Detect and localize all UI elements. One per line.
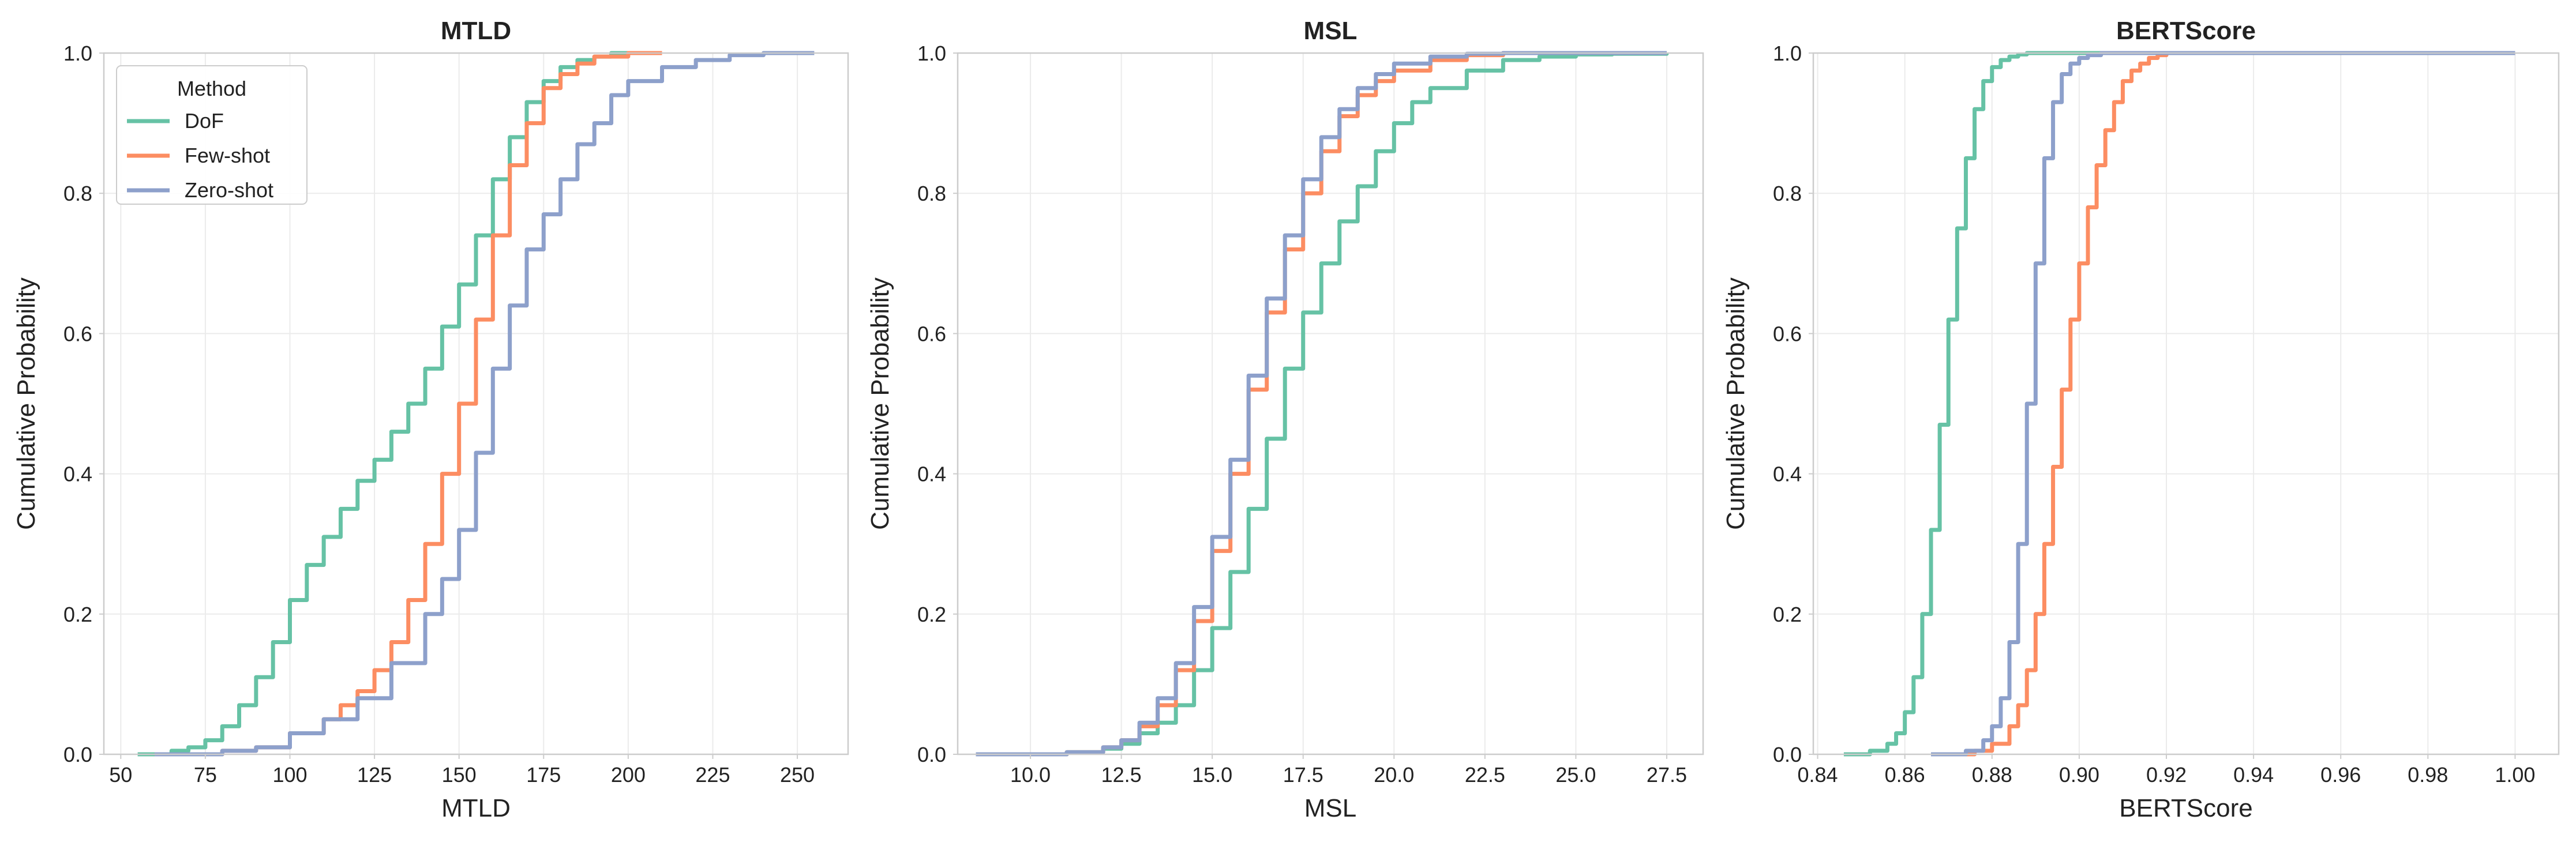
y-tick-label: 0.2 — [917, 603, 946, 626]
x-tick-label: 175 — [526, 763, 561, 787]
x-tick-label: 1.00 — [2495, 763, 2535, 787]
x-axis-label: MSL — [1304, 794, 1356, 822]
series-line-zero-shot — [976, 51, 1667, 757]
y-tick-label: 0.8 — [917, 182, 946, 205]
y-tick-label: 0.2 — [1773, 603, 1802, 626]
x-tick-label: 225 — [695, 763, 730, 787]
x-tick-label: 25.0 — [1555, 763, 1596, 787]
y-axis-label: Cumulative Probability — [12, 277, 40, 530]
y-tick-label: 0.6 — [1773, 322, 1802, 345]
y-tick-label: 0.6 — [63, 322, 92, 345]
x-tick-label: 125 — [357, 763, 392, 787]
y-tick-label: 1.0 — [917, 42, 946, 65]
y-tick-label: 1.0 — [1773, 42, 1802, 65]
series-line-zero-shot — [1931, 51, 2515, 757]
panel-3: 0.84 0.86 0.88 0.90 0.92 0.94 0.96 0.98 1.00 0.0 0… — [1722, 17, 2560, 822]
y-tick-label: 0.0 — [1773, 743, 1802, 766]
x-tick-label: 0.86 — [1885, 763, 1925, 787]
x-tick-label: 22.5 — [1465, 763, 1505, 787]
y-tick-label: 0.8 — [63, 182, 92, 205]
x-tick-label: 15.0 — [1192, 763, 1232, 787]
y-tick-label: 0.8 — [1773, 182, 1802, 205]
x-tick-label: 0.92 — [2146, 763, 2187, 787]
x-tick-label: 250 — [780, 763, 815, 787]
x-tick-label: 0.98 — [2408, 763, 2448, 787]
legend-box — [116, 65, 308, 205]
x-axis-label: BERTScore — [2119, 794, 2253, 822]
y-tick-label: 0.4 — [1773, 463, 1802, 486]
y-tick-label: 0.4 — [63, 463, 92, 486]
x-tick-label: 200 — [611, 763, 646, 787]
panel-title: MSL — [1304, 17, 1358, 45]
series-line-dof — [976, 51, 1669, 757]
x-tick-label: 0.90 — [2059, 763, 2099, 787]
y-tick-label: 0.0 — [63, 743, 92, 766]
x-axis-label: MTLD — [441, 794, 511, 822]
y-axis-label: Cumulative Probability — [866, 277, 894, 530]
plot-frame — [103, 52, 849, 755]
x-tick-label: 0.96 — [2320, 763, 2361, 787]
series-line-dof — [1843, 51, 2515, 757]
x-tick-label: 17.5 — [1283, 763, 1323, 787]
y-axis-label: Cumulative Probability — [1722, 277, 1750, 530]
legend-label: DoF — [185, 109, 224, 133]
x-tick-label: 12.5 — [1101, 763, 1142, 787]
legend-title: Method — [177, 77, 246, 100]
y-tick-label: 0.4 — [917, 463, 946, 486]
y-tick-label: 1.0 — [63, 42, 92, 65]
y-tick-label: 0.2 — [63, 603, 92, 626]
series-line-few-shot — [1948, 51, 2515, 757]
x-tick-label: 150 — [442, 763, 477, 787]
x-tick-label: 20.0 — [1374, 763, 1414, 787]
legend-label: Few-shot — [185, 144, 270, 167]
x-tick-label: 50 — [109, 763, 132, 787]
panel-1: 50 75 100 125 150 175 200 225 250 0.0 0.2 0.4 0.6 0.8… — [12, 17, 849, 822]
y-tick-label: 0.6 — [917, 322, 946, 345]
series-line-zero-shot — [154, 51, 815, 757]
legend-label: Zero-shot — [185, 178, 273, 202]
x-tick-label: 100 — [272, 763, 307, 787]
x-tick-label: 10.0 — [1010, 763, 1051, 787]
legend: Method DoF Few-shot Zero-shot — [116, 65, 308, 205]
series-line-dof — [137, 51, 628, 757]
x-tick-label: 0.94 — [2233, 763, 2274, 787]
x-tick-label: 0.84 — [1798, 763, 1838, 787]
x-tick-label: 0.88 — [1972, 763, 2012, 787]
plot-frame — [957, 52, 1704, 755]
x-tick-label: 75 — [194, 763, 217, 787]
panel-2: 10.0 12.5 15.0 17.5 20.0 22.5 25.0 27.5 0.0 0.2 0.… — [866, 17, 1704, 822]
x-tick-label: 27.5 — [1647, 763, 1687, 787]
plot-frame — [1812, 52, 2560, 755]
y-tick-label: 0.0 — [917, 743, 946, 766]
panel-title: BERTScore — [2116, 17, 2256, 45]
panel-title: MTLD — [441, 17, 511, 45]
